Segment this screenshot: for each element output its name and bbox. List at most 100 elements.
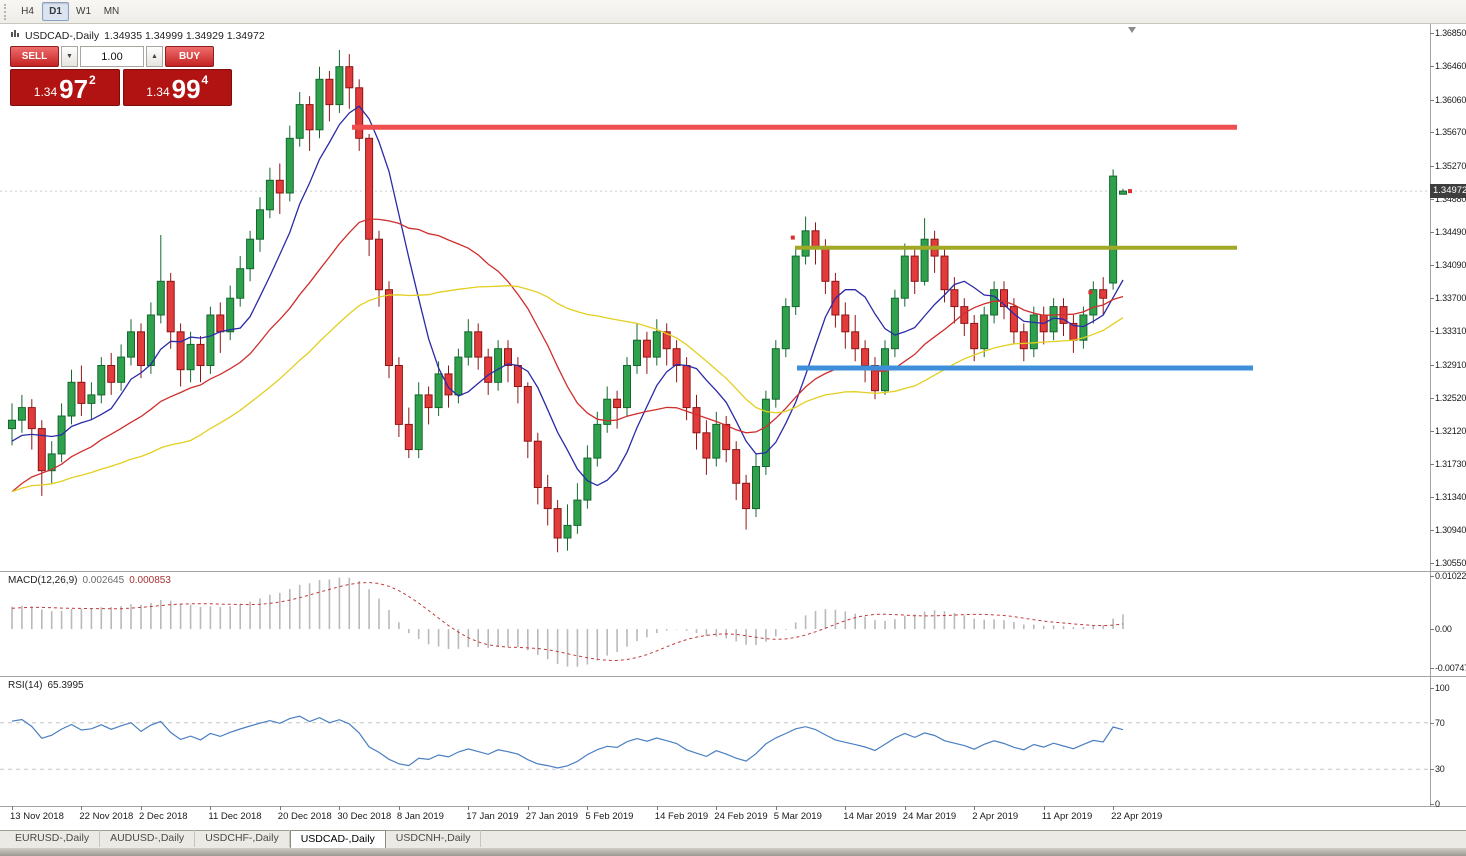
rsi-axis-label: 100 — [1435, 683, 1450, 693]
time-axis-tick — [398, 806, 400, 810]
symbol-period-label: USDCAD-,Daily — [25, 29, 100, 42]
volume-input[interactable] — [80, 46, 144, 67]
price-axis-label: 1.32120 — [1435, 426, 1466, 437]
price-axis-tick — [1430, 265, 1434, 267]
time-axis-tick — [1043, 806, 1045, 810]
macd-name: MACD(12,26,9) — [8, 575, 78, 586]
time-axis-tick — [12, 806, 13, 810]
sell-price-pipette: 2 — [89, 73, 96, 87]
rsi-label: RSI(14) 65.3995 — [8, 680, 84, 691]
time-axis-tick — [974, 806, 976, 810]
rsi-axis-tick — [1430, 769, 1434, 771]
status-bar-strip — [0, 848, 1466, 856]
tab-audusd[interactable]: AUDUSD-,Daily — [100, 830, 196, 847]
ohlc-values: 1.34935 1.34999 1.34929 1.34972 — [104, 29, 265, 42]
macd-panel-separator[interactable] — [0, 571, 1466, 572]
price-axis-tick — [1430, 33, 1434, 34]
price-axis-label: 1.31340 — [1435, 491, 1466, 502]
tab-eurusd[interactable]: EURUSD-,Daily — [5, 830, 101, 847]
volume-decrease-button[interactable]: ▼ — [61, 46, 78, 67]
one-click-controls: SELL ▼ ▲ BUY — [10, 46, 232, 67]
rsi-axis-label: 30 — [1435, 764, 1445, 775]
price-axis-label: 1.33700 — [1435, 293, 1466, 304]
time-axis-label: 8 Jan 2019 — [396, 811, 444, 822]
chart-shift-marker-icon[interactable] — [1128, 27, 1136, 33]
macd-label: MACD(12,26,9) 0.002645 0.000853 — [8, 575, 171, 586]
main-chart-plot[interactable] — [0, 24, 1430, 571]
tab-usdcad[interactable]: USDCAD-,Daily — [289, 830, 386, 848]
time-axis-tick — [210, 806, 212, 810]
price-axis-tick — [1430, 231, 1434, 233]
buy-price-pipette: 4 — [201, 73, 209, 87]
price-axis-border — [1430, 24, 1431, 806]
rsi-axis-label: 0 — [1435, 799, 1440, 809]
time-axis-label: 5 Feb 2019 — [585, 811, 634, 822]
time-axis-label: 22 Nov 2018 — [79, 811, 134, 822]
time-axis-label: 2 Apr 2019 — [972, 811, 1019, 822]
price-axis-label: 1.32520 — [1435, 392, 1466, 403]
price-axis-label: 1.31730 — [1435, 459, 1466, 469]
time-axis-tick — [279, 806, 281, 810]
tf-button-d1[interactable]: D1 — [42, 2, 69, 21]
price-axis-label: 1.34880 — [1435, 193, 1466, 204]
price-axis-tick — [1430, 431, 1434, 433]
buy-price-main: 99 — [171, 74, 201, 104]
price-axis-tick — [1430, 132, 1434, 134]
time-axis-tick — [468, 806, 470, 810]
time-axis-label: 2 Dec 2018 — [139, 811, 188, 822]
price-axis-label: 1.36060 — [1435, 94, 1466, 105]
time-axis-label: 17 Jan 2019 — [466, 811, 519, 822]
tab-usdcnh[interactable]: USDCNH-,Daily — [386, 830, 482, 847]
rsi-value: 65.3995 — [47, 680, 84, 691]
time-axis-tick — [339, 806, 341, 810]
price-axis-label: 1.30940 — [1435, 525, 1466, 536]
buy-price-prefix: 1.34 — [146, 85, 170, 99]
time-axis-label: 11 Dec 2018 — [208, 811, 262, 822]
price-axis-tick — [1430, 298, 1434, 300]
time-axis-label: 22 Apr 2019 — [1111, 811, 1163, 822]
sell-button[interactable]: SELL — [10, 46, 59, 67]
time-axis-label: 11 Apr 2019 — [1041, 811, 1093, 822]
buy-price-button[interactable]: 1.34 99 4 — [122, 69, 232, 106]
rsi-axis-tick — [1430, 804, 1434, 805]
time-axis-label: 13 Nov 2018 — [10, 811, 64, 822]
time-axis-separator — [0, 806, 1466, 807]
macd-axis-label: 0.010229 — [1435, 571, 1466, 581]
chart-tab-bar: EURUSD-,Daily AUDUSD-,Daily USDCHF-,Daily U… — [0, 830, 1466, 848]
buy-button[interactable]: BUY — [165, 46, 214, 67]
time-axis-label: 30 Dec 2018 — [337, 811, 392, 822]
time-axis-label: 14 Mar 2019 — [843, 811, 897, 822]
time-axis-label: 14 Feb 2019 — [654, 811, 709, 822]
price-axis-tick — [1430, 563, 1434, 565]
price-axis-tick — [1430, 99, 1434, 101]
time-axis-label: 24 Feb 2019 — [714, 811, 768, 822]
rsi-name: RSI(14) — [8, 680, 43, 691]
tf-button-w1[interactable]: W1 — [70, 2, 97, 21]
price-axis-tick — [1430, 166, 1434, 167]
volume-increase-button[interactable]: ▲ — [146, 46, 163, 67]
rsi-panel-separator[interactable] — [0, 676, 1466, 677]
rsi-axis-tick — [1430, 688, 1434, 689]
price-axis-label: 1.36850 — [1435, 28, 1466, 38]
time-axis-tick — [1113, 806, 1115, 810]
time-axis-tick — [656, 806, 658, 810]
time-axis-tick — [527, 806, 529, 810]
candlestick-chart-icon — [10, 29, 20, 42]
rsi-indicator-plot[interactable] — [0, 676, 1430, 806]
price-axis-tick — [1430, 397, 1434, 399]
time-axis-tick — [141, 806, 142, 810]
price-axis-label: 1.34490 — [1435, 226, 1466, 237]
time-axis-tick — [587, 806, 589, 810]
tf-button-h4[interactable]: H4 — [14, 2, 41, 21]
price-axis-label: 1.35270 — [1435, 161, 1466, 171]
rsi-axis-tick — [1430, 722, 1434, 724]
toolbar-drag-handle[interactable] — [4, 3, 8, 20]
tf-button-mn[interactable]: MN — [98, 2, 125, 21]
price-axis-tick — [1430, 530, 1434, 532]
tab-usdchf[interactable]: USDCHF-,Daily — [195, 830, 290, 847]
sell-price-button[interactable]: 1.34 97 2 — [10, 69, 120, 106]
macd-indicator-plot[interactable] — [0, 571, 1430, 676]
macd-axis-tick — [1430, 668, 1434, 669]
time-axis-tick — [904, 806, 906, 810]
time-axis-tick — [81, 806, 83, 810]
